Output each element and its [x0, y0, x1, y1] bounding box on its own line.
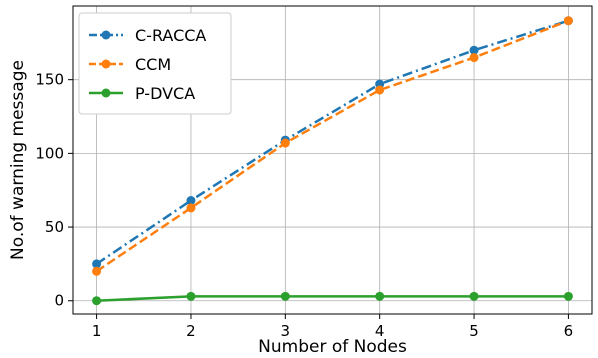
data-point [563, 16, 573, 26]
y-tick-label: 150 [35, 71, 64, 89]
y-axis-label: No.of warning message [8, 60, 28, 260]
data-point [186, 196, 196, 206]
legend-label: C-RACCA [135, 26, 206, 45]
data-point [92, 296, 102, 306]
x-tick-label: 5 [469, 322, 479, 340]
legend-label: P-DVCA [135, 84, 195, 103]
legend-label: CCM [135, 55, 171, 74]
x-tick-label: 2 [186, 322, 196, 340]
data-point [375, 291, 385, 301]
x-tick-label: 1 [92, 322, 102, 340]
y-tick-label: 100 [35, 144, 64, 162]
data-point [186, 203, 196, 213]
legend-box [78, 12, 232, 115]
data-point [280, 291, 290, 301]
data-point [469, 53, 479, 63]
y-tick-label: 50 [45, 218, 64, 236]
data-point [186, 291, 196, 301]
data-point [280, 138, 290, 148]
x-tick-label: 3 [281, 322, 291, 340]
legend-marker [101, 59, 111, 69]
legend-marker [101, 30, 111, 40]
y-axis-ticks: 0 50 100 150 [35, 71, 73, 310]
data-point [469, 45, 479, 55]
data-point [469, 291, 479, 301]
series-ccm [92, 16, 573, 276]
legend-marker [101, 88, 111, 98]
legend: C-RACCA CCM P-DVCA [78, 12, 232, 115]
data-point [375, 85, 385, 95]
data-point [92, 266, 102, 276]
data-point [563, 291, 573, 301]
series-line [95, 19, 569, 273]
plot-area [72, 5, 593, 315]
series-p-dvca [92, 291, 573, 306]
series-line [96, 295, 569, 302]
data-point [92, 259, 102, 269]
x-tick-label: 6 [564, 322, 574, 340]
x-tick-label: 4 [375, 322, 385, 340]
x-axis-ticks: 1 2 3 4 5 6 [92, 314, 573, 340]
y-tick-label: 0 [54, 292, 64, 310]
x-axis-label: Number of Nodes [258, 337, 407, 357]
series-line [95, 19, 569, 265]
series-group [92, 16, 573, 306]
